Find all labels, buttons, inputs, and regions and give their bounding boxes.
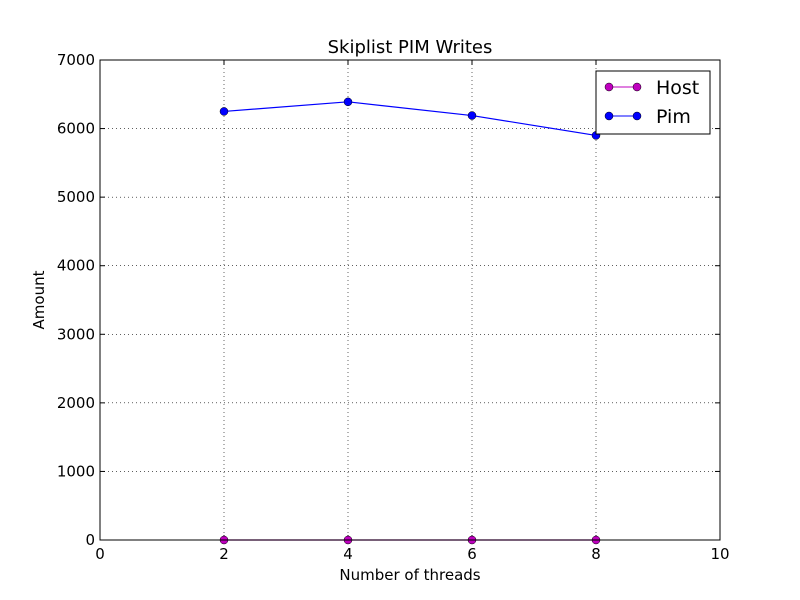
legend-pim-label: Pim [656, 106, 691, 128]
legend-box [595, 70, 711, 135]
x-tick-label: 4 [343, 545, 353, 563]
y-tick-label: 0 [85, 531, 95, 549]
legend: Host Pim [595, 70, 711, 135]
legend-pim-marker-icon [604, 111, 614, 121]
series-pim [219, 97, 601, 140]
chart-title: Skiplist PIM Writes [328, 37, 493, 58]
y-tick-label: 3000 [57, 325, 95, 343]
x-tick-label: 0 [95, 545, 105, 563]
legend-host-label: Host [656, 77, 699, 99]
x-tick-label: 8 [591, 545, 601, 563]
x-axis-title: Number of threads [339, 566, 480, 584]
y-tick-label: 5000 [57, 188, 95, 206]
y-axis-ticks: 0 1000 2000 3000 4000 5000 6000 7000 [57, 51, 720, 549]
series-pim-point [219, 107, 229, 116]
x-tick-label: 10 [710, 545, 729, 563]
y-tick-label: 7000 [57, 51, 95, 69]
plot-frame [99, 59, 721, 541]
x-tick-label: 6 [467, 545, 477, 563]
legend-entry-pim: Pim [604, 106, 691, 128]
series-pim-point [467, 111, 477, 120]
legend-pim-marker-icon [632, 111, 642, 121]
y-axis-title: Amount [30, 270, 48, 329]
legend-host-marker-icon [632, 82, 642, 92]
y-tick-label: 4000 [57, 257, 95, 275]
x-axis-ticks: 0 2 4 6 8 10 [95, 60, 730, 563]
y-tick-label: 1000 [57, 462, 95, 480]
legend-host-marker-icon [604, 82, 614, 92]
series-pim-line [223, 101, 597, 137]
x-tick-label: 2 [219, 545, 229, 563]
y-tick-label: 6000 [57, 120, 95, 138]
series-pim-point [343, 97, 353, 107]
legend-entry-host: Host [604, 77, 699, 99]
y-tick-label: 2000 [57, 394, 95, 412]
